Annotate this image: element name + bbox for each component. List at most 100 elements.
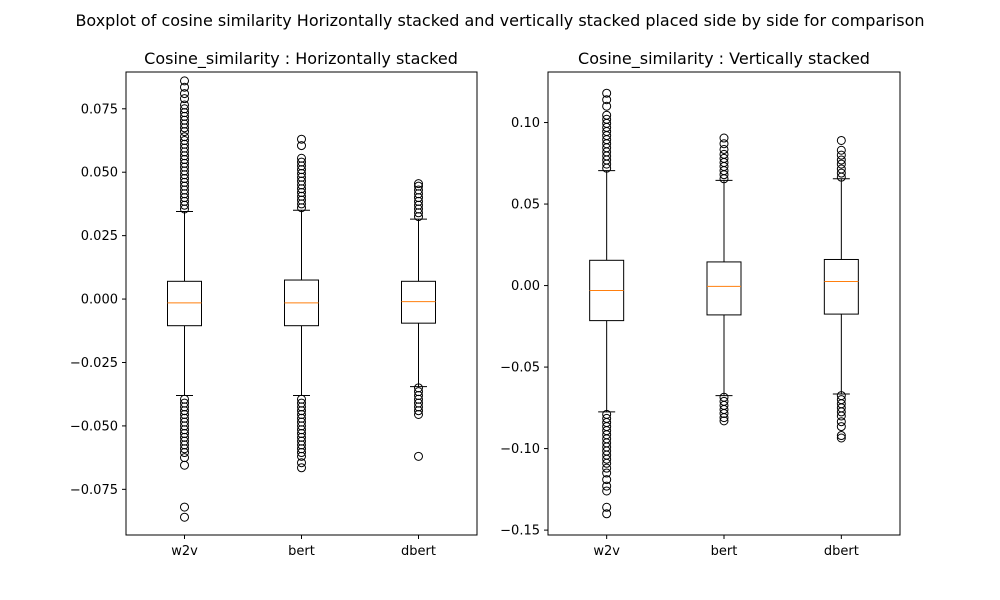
flier-point [602,95,612,105]
flier-point [180,76,189,86]
left-boxplot-panel: −0.075 −0.050 −0.025 0.000 0.025 0.050 0.075 w2… [70,71,478,559]
left-ytick-label: 0.075 [81,102,118,117]
left-ytick-label: −0.075 [70,483,118,498]
iqr-box [823,258,859,315]
right-subplot-title: Cosine_similarity : Vertically stacked [578,49,870,69]
right-ytick-label: −0.05 [500,361,540,376]
flier-point [180,94,189,104]
flier-point [180,82,189,92]
flier-point [180,460,189,470]
flier-point [602,463,612,473]
flier-point [414,451,423,461]
right-boxplot-panel: −0.15 −0.10 −0.05 0.00 0.05 0.10 w2v bert dbert [500,71,901,559]
flier-point [180,104,189,114]
left-xtick-label: dbert [401,544,436,559]
left-ytick-label: 0.050 [81,166,118,181]
flier-point [297,448,306,458]
left-ytick-label: 0.025 [81,229,118,244]
flier-point [180,132,189,142]
right-box-bert [706,133,742,426]
flier-point [180,512,189,522]
flier-point [602,88,612,98]
flier-point [719,409,729,419]
flier-point [836,168,846,178]
right-axes-frame [547,71,901,536]
flier-point [719,139,729,149]
left-ytick-label: −0.050 [70,419,118,434]
flier-point [180,502,189,512]
flier-point [414,179,423,189]
flier-point [719,149,729,159]
flier-point [297,153,306,163]
left-xtick-label: bert [288,544,315,559]
iqr-box [401,280,436,324]
right-ytick-label: 0.05 [511,198,540,213]
flier-point [836,145,846,155]
right-xtick-label: bert [711,544,738,559]
left-axes-frame [125,71,478,536]
flier-point [297,134,306,144]
flier-point [414,185,423,195]
flier-point [719,413,729,423]
flier-point [836,411,846,421]
flier-point [602,502,612,512]
flier-point [602,486,612,496]
right-xtick-label: w2v [593,544,620,559]
right-ytick-label: 0.00 [511,279,540,294]
right-xtick-label: dbert [824,544,859,559]
flier-point [719,133,729,143]
left-subplot-title: Cosine_similarity : Horizontally stacked [144,49,458,69]
right-box-w2v [589,88,625,519]
flier-point [414,181,423,191]
flier-point [602,101,612,111]
flier-point [297,141,306,151]
flier-point [297,157,306,167]
flier-point [719,144,729,154]
flier-point [297,458,306,468]
flier-point [180,100,189,110]
flier-point [602,110,612,120]
flier-point [602,481,612,491]
figure-suptitle: Boxplot of cosine similarity Horizontall… [75,11,924,30]
flier-point [719,416,729,426]
flier-point [414,409,423,419]
left-xtick-label: w2v [171,544,198,559]
flier-point [602,454,612,464]
flier-point [602,458,612,468]
right-ytick-label: −0.10 [500,442,540,457]
flier-point [602,114,612,124]
left-box-dbert [401,179,436,461]
flier-point [602,509,612,519]
left-box-bert [284,134,319,473]
flier-point [836,431,846,441]
flier-point [836,417,846,427]
flier-point [180,135,189,145]
left-ytick-label: −0.025 [70,356,118,371]
flier-point [602,475,612,485]
right-ytick-label: 0.10 [511,116,540,131]
flier-point [836,150,846,160]
flier-point [836,155,846,165]
flier-point [836,433,846,443]
flier-point [180,448,189,458]
flier-point [602,468,612,478]
flier-point [836,135,846,145]
flier-point [180,444,189,454]
flier-point [836,422,846,432]
left-box-w2v [167,76,202,522]
iqr-box [706,261,742,316]
flier-point [297,451,306,461]
flier-point [836,159,846,169]
flier-point [836,164,846,174]
right-ytick-label: −0.15 [500,524,540,539]
iqr-box [167,280,202,327]
flier-point [180,89,189,99]
flier-point [719,153,729,163]
left-ytick-label: 0.000 [81,293,118,308]
right-box-dbert [823,135,859,443]
flier-point [297,463,306,473]
flier-point [414,406,423,416]
flier-point [836,407,846,417]
